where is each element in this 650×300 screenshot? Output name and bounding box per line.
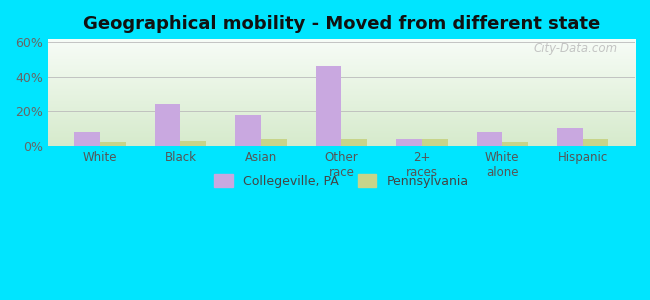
Bar [181,141,206,146]
Bar [155,104,181,146]
Bar [261,139,287,146]
Bar [502,142,528,146]
Bar [476,132,502,146]
Legend: Collegeville, PA, Pennsylvania: Collegeville, PA, Pennsylvania [209,169,473,193]
Title: Geographical mobility - Moved from different state: Geographical mobility - Moved from diffe… [83,15,600,33]
Bar [396,139,422,146]
Bar [316,66,341,146]
Bar [422,139,448,146]
Bar [582,139,608,146]
Bar [235,115,261,146]
Bar [74,132,100,146]
Bar [341,139,367,146]
Text: City-Data.com: City-Data.com [533,42,618,55]
Bar [557,128,582,146]
Bar [100,142,125,146]
